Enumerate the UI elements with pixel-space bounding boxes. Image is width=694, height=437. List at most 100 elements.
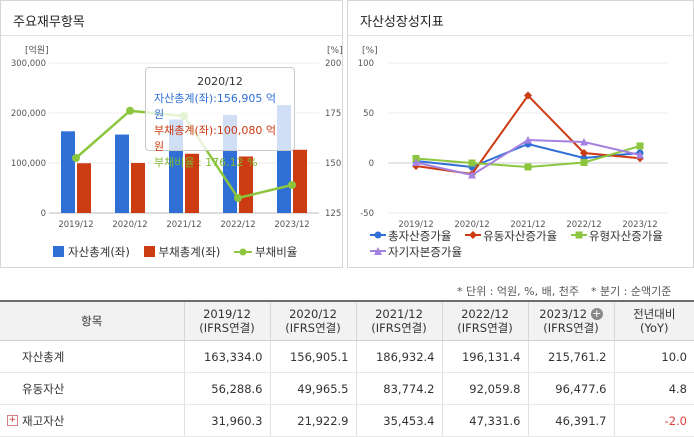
series-point-1 <box>524 91 532 100</box>
row-label: 재고자산 <box>22 413 65 428</box>
x-tick-label: 2021/12 <box>510 220 545 230</box>
tooltip-debt-ratio: 부채비율 : 176.12 % <box>154 156 258 169</box>
header-col-2021[interactable]: 2021/12 (IFRS연결) <box>355 300 442 341</box>
legend-line-marker <box>370 231 386 239</box>
legend-label: 부채총계(좌) <box>158 245 221 259</box>
x-tick-label: 2022/12 <box>220 220 255 230</box>
x-tick-label: 2020/12 <box>454 220 489 230</box>
y-unit: [%] <box>362 46 378 56</box>
tooltip-title: 2020/12 <box>197 75 243 88</box>
legend-swatch <box>53 246 64 257</box>
row-label: 유동자산 <box>0 372 184 405</box>
cell-value: 96,477.6 <box>527 372 614 405</box>
legend-label: 자기자본증가율 <box>388 245 463 259</box>
y-tick-label: 50 <box>363 109 374 119</box>
panel-divider <box>348 35 693 36</box>
header-col-2022[interactable]: 2022/12 (IFRS연결) <box>441 300 528 341</box>
header-period: 2022/12 <box>461 307 509 321</box>
x-tick-label: 2019/12 <box>58 220 93 230</box>
y-left-tick-label: 300,000 <box>11 59 46 69</box>
expand-row-icon[interactable]: + <box>7 415 18 426</box>
series-point-3 <box>524 136 532 144</box>
legend-item-total-liabilities[interactable]: 부채총계(좌) <box>143 244 221 260</box>
header-item: 항목 <box>0 300 184 341</box>
legend-item-equity-growth[interactable]: 자기자본증가율 <box>370 244 462 260</box>
legend-label: 자산총계(좌) <box>68 245 130 259</box>
bar-total-assets <box>115 134 129 213</box>
header-period: 2023/12 <box>539 307 588 321</box>
panel-title: 자산성장성지표 <box>360 15 444 30</box>
asset-growth-panel: 자산성장성지표 [%] 100 50 0 -50 2019/12 2020/12 2021/1… <box>347 0 694 268</box>
series-point-2 <box>468 159 476 167</box>
legend-item-total-assets[interactable]: 자산총계(좌) <box>53 244 130 260</box>
x-tick-label: 2020/12 <box>112 220 147 230</box>
series-point-3 <box>468 171 476 179</box>
chart-tooltip: 2020/12 자산총계(좌):156,905 억원 부채총계(좌):100,0… <box>145 67 295 169</box>
bar-total-liabilities <box>77 163 91 213</box>
tooltip-asset: 자산총계(좌):156,905 억원 <box>154 92 276 121</box>
bar-total-liabilities <box>131 162 145 213</box>
y-right-tick-label: 150 <box>325 159 341 169</box>
x-tick-label: 2021/12 <box>166 220 201 230</box>
cell-value: 83,774.2 <box>355 372 442 405</box>
point-debt-ratio <box>126 106 134 115</box>
series-point-3 <box>636 151 644 159</box>
cell-value: 56,288.6 <box>183 372 270 405</box>
legend-line-marker <box>370 247 386 255</box>
cell-value: 186,932.4 <box>355 340 442 373</box>
bar-total-liabilities <box>293 149 307 213</box>
y-tick-label: 0 <box>369 159 374 169</box>
legend-line-marker <box>234 248 253 256</box>
point-debt-ratio <box>72 154 80 162</box>
point-debt-ratio <box>288 181 296 189</box>
table-row: 자산총계 163,334.0 156,905.1 186,932.4 196,1… <box>0 340 694 373</box>
add-column-icon[interactable]: + <box>590 307 603 320</box>
x-tick-label: 2023/12 <box>622 220 657 230</box>
legend-label: 유형자산증가율 <box>588 229 663 243</box>
main-financial-items-panel: 주요재무항목 [억원] [%] 300,000 200,000 100,000 0 200 1… <box>0 0 343 268</box>
cell-yoy: 10.0 <box>613 340 694 373</box>
x-tick-label: 2022/12 <box>566 220 601 230</box>
legend-item-tangible-asset-growth[interactable]: 유형자산증가율 <box>570 228 663 244</box>
header-col-2023[interactable]: 2023/12 + (IFRS연결) <box>527 300 614 341</box>
legend-item-total-asset-growth[interactable]: 총자산증가율 <box>370 228 451 244</box>
legend-line-marker <box>465 231 482 239</box>
asset-growth-chart[interactable]: [%] 100 50 0 -50 2019/12 2020/12 2021/12 2022/12… <box>348 1 694 269</box>
series-point-2 <box>524 163 532 171</box>
header-yoy-label: 전년대비 <box>633 307 676 321</box>
legend-item-debt-ratio[interactable]: 부채비율 <box>234 244 297 260</box>
series-point-3 <box>412 158 420 166</box>
header-basis: (IFRS연결) <box>457 321 513 335</box>
left-legend: 자산총계(좌) 부채총계(좌) 부채비율 <box>53 244 307 260</box>
main-financial-chart[interactable]: [억원] [%] 300,000 200,000 100,000 0 200 175 150 12… <box>1 1 344 269</box>
x-tick-label: 2019/12 <box>398 220 433 230</box>
cell-value: 49,965.5 <box>269 372 356 405</box>
point-debt-ratio <box>234 194 242 202</box>
y-right-tick-label: 200 <box>325 59 341 69</box>
quarter-note: * 분기 : 순액기준 <box>591 285 672 298</box>
series-point-1 <box>580 149 588 157</box>
legend-swatch <box>143 246 155 257</box>
legend-label: 총자산증가율 <box>388 229 452 243</box>
cell-yoy: 4.8 <box>613 372 694 405</box>
bar-total-liabilities <box>239 156 253 213</box>
financial-table: 항목 2019/12 (IFRS연결) 2020/12 (IFRS연결) 2021/… <box>0 300 694 437</box>
panel-divider <box>1 35 342 36</box>
bar-total-liabilities <box>185 153 199 213</box>
right-legend: 총자산증가율 유동자산증가율 유형자산증가율 자기자본증가율 <box>370 228 692 260</box>
legend-item-current-asset-growth[interactable]: 유동자산증가율 <box>465 228 557 244</box>
cell-value: 92,059.8 <box>441 372 528 405</box>
y-tick-label: 100 <box>358 59 374 69</box>
y-right-tick-label: 125 <box>325 209 341 219</box>
header-yoy: 전년대비 (YoY) <box>613 300 694 341</box>
unit-note: * 단위 : 억원, %, 배, 천주 <box>457 285 579 298</box>
header-basis: (IFRS연결) <box>543 321 599 335</box>
header-basis: (IFRS연결) <box>371 321 427 335</box>
header-col-2019[interactable]: 2019/12 (IFRS연결) <box>183 300 270 341</box>
header-yoy-sub: (YoY) <box>639 321 669 335</box>
table-row: 유동자산 56,288.6 49,965.5 83,774.2 92,059.8… <box>0 372 694 405</box>
header-period: 2019/12 <box>203 307 251 321</box>
header-col-2020[interactable]: 2020/12 (IFRS연결) <box>269 300 356 341</box>
bar-total-assets <box>61 131 75 213</box>
cell-value: 35,453.4 <box>355 404 442 437</box>
